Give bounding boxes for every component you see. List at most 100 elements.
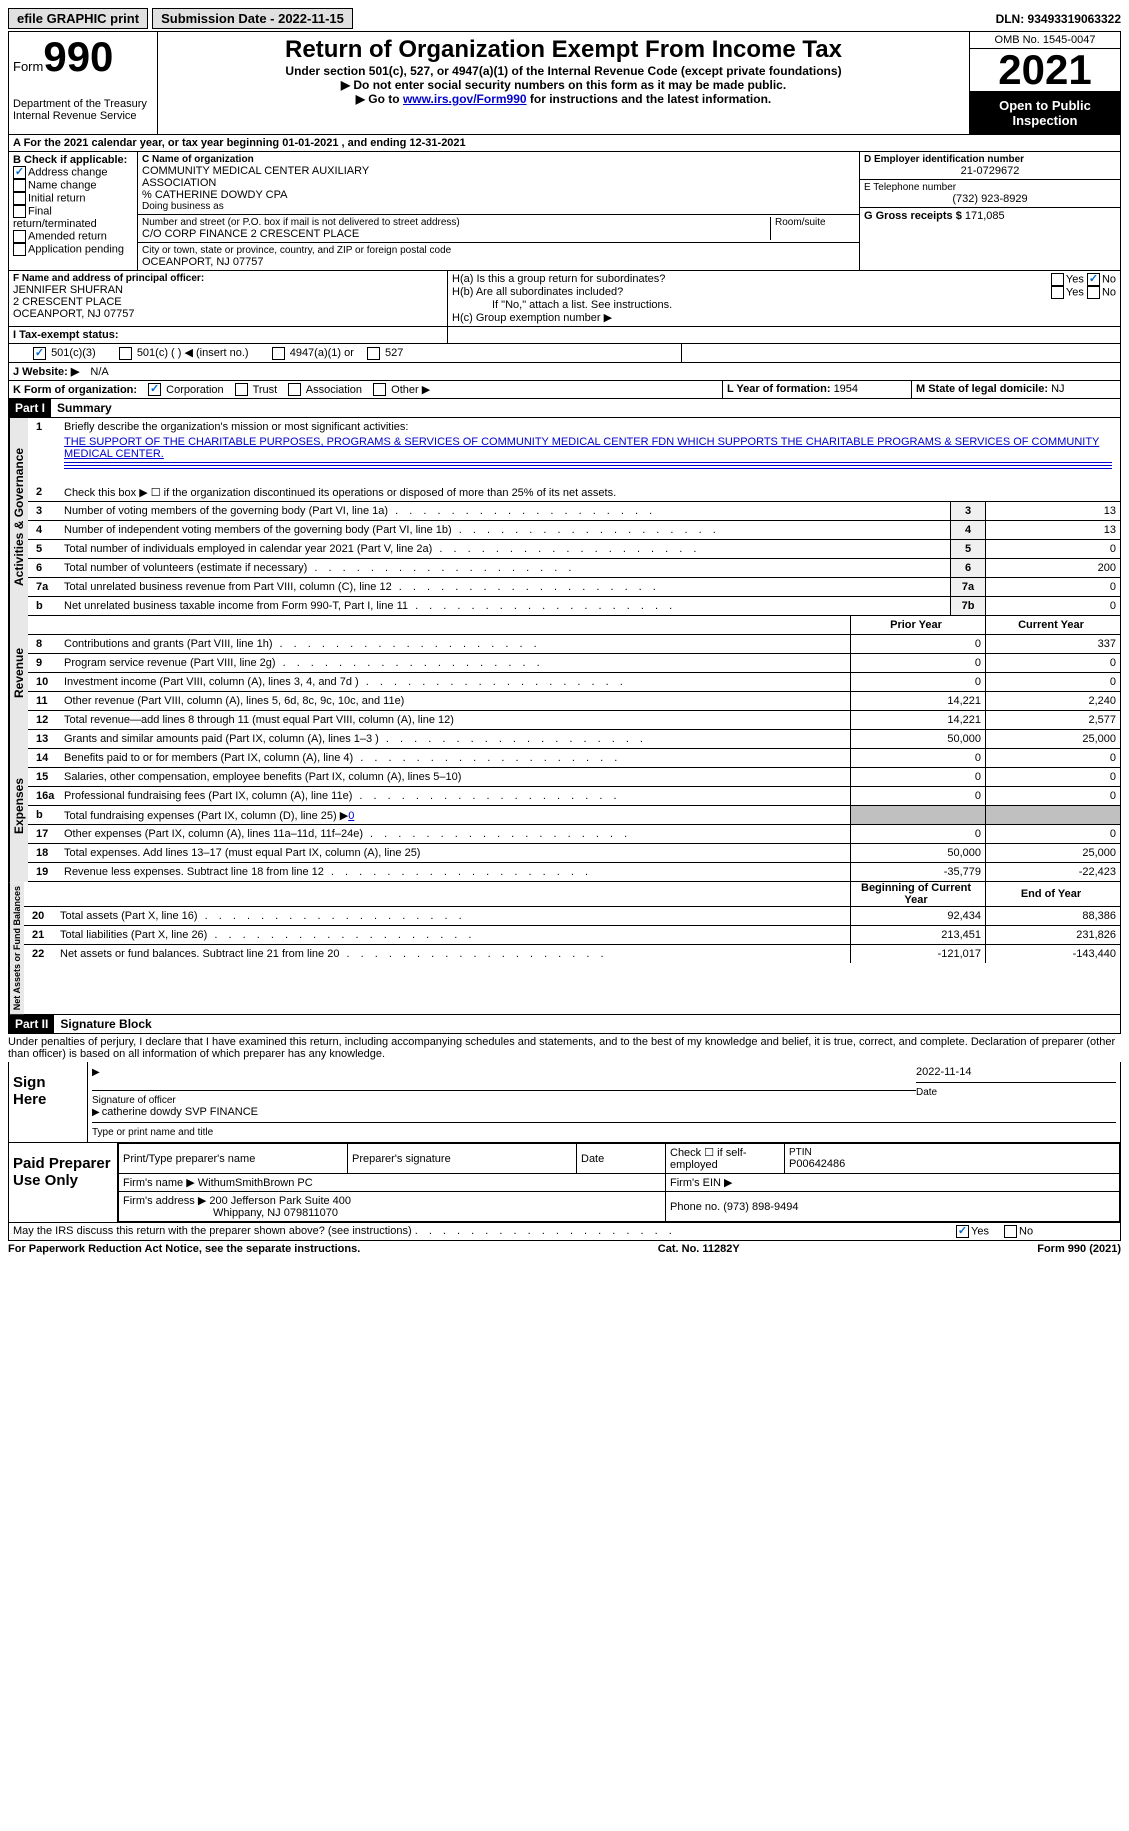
- label-other: Other ▶: [391, 384, 430, 396]
- submission-date-button[interactable]: Submission Date - 2022-11-15: [152, 8, 353, 29]
- sig-officer-label: Signature of officer: [92, 1095, 916, 1106]
- expenses-section: Expenses 13 Grants and similar amounts p…: [8, 730, 1121, 882]
- line-6-box: 6: [950, 559, 985, 577]
- line-9-current: 0: [985, 654, 1120, 672]
- open-to-public: Open to Public Inspection: [970, 92, 1120, 134]
- line-16b-label: Total fundraising expenses (Part IX, col…: [64, 807, 850, 824]
- check-527[interactable]: [367, 347, 380, 360]
- penalty-text: Under penalties of perjury, I declare th…: [8, 1034, 1121, 1062]
- line-2-label: Check this box ▶ ☐ if the organization d…: [64, 484, 1120, 501]
- line-16a-num: 16a: [28, 790, 64, 802]
- hb-no[interactable]: [1087, 286, 1100, 299]
- firm-addr-label: Firm's address ▶: [123, 1195, 206, 1207]
- check-corp[interactable]: [148, 383, 161, 396]
- line-12-prior: 14,221: [850, 711, 985, 729]
- line-6-val: 200: [985, 559, 1120, 577]
- line-22-current: -143,440: [985, 945, 1120, 963]
- firm-name: WithumSmithBrown PC: [198, 1177, 313, 1189]
- gross-receipts: 171,085: [965, 210, 1005, 222]
- line-19-prior: -35,779: [850, 863, 985, 881]
- line-7b-label: Net unrelated business taxable income fr…: [64, 598, 950, 614]
- check-app[interactable]: [13, 243, 26, 256]
- line-22-prior: -121,017: [850, 945, 985, 963]
- netassets-section: Net Assets or Fund Balances Beginning of…: [8, 882, 1121, 1015]
- sig-date: 2022-11-14: [916, 1066, 1116, 1078]
- hb-yes[interactable]: [1051, 286, 1064, 299]
- current-year-header: Current Year: [985, 616, 1120, 634]
- check-name[interactable]: [13, 179, 26, 192]
- ptin-label: PTIN: [789, 1147, 1115, 1158]
- firm-addr2: Whippany, NJ 079811070: [123, 1207, 661, 1219]
- check-501c3[interactable]: [33, 347, 46, 360]
- header-right: OMB No. 1545-0047 2021 Open to Public In…: [969, 32, 1120, 134]
- revenue-section: Revenue Prior Year Current Year 8 Contri…: [8, 616, 1121, 730]
- line-15-num: 15: [28, 771, 64, 783]
- side-revenue: Revenue: [9, 616, 28, 730]
- check-amended[interactable]: [13, 230, 26, 243]
- line-18-label: Total expenses. Add lines 13–17 (must eq…: [64, 845, 850, 861]
- check-assoc[interactable]: [288, 383, 301, 396]
- mission-text: THE SUPPORT OF THE CHARITABLE PURPOSES, …: [64, 436, 1112, 460]
- ein: 21-0729672: [864, 165, 1116, 177]
- hb-no-label: No: [1102, 286, 1116, 298]
- check-initial[interactable]: [13, 192, 26, 205]
- ssn-note: ▶ Do not enter social security numbers o…: [162, 78, 965, 92]
- prior-year-header: Prior Year: [850, 616, 985, 634]
- line-20-current: 88,386: [985, 907, 1120, 925]
- line-5-num: 5: [28, 543, 64, 555]
- check-501c[interactable]: [119, 347, 132, 360]
- hb-label: H(b) Are all subordinates included?: [452, 286, 623, 299]
- line-15-label: Salaries, other compensation, employee b…: [64, 769, 850, 785]
- line-22-num: 22: [24, 948, 60, 960]
- line-17-num: 17: [28, 828, 64, 840]
- hb-yes-label: Yes: [1066, 286, 1084, 298]
- side-netassets: Net Assets or Fund Balances: [9, 882, 24, 1014]
- label-initial: Initial return: [28, 192, 85, 204]
- ha-yes-label: Yes: [1066, 273, 1084, 285]
- efile-button[interactable]: efile GRAPHIC print: [8, 8, 148, 29]
- line-1-label: Briefly describe the organization's miss…: [64, 419, 1120, 435]
- discuss-no[interactable]: [1004, 1225, 1017, 1238]
- part-2-title: Signature Block: [54, 1015, 157, 1033]
- check-4947[interactable]: [272, 347, 285, 360]
- discuss-label: May the IRS discuss this return with the…: [13, 1225, 412, 1237]
- prep-date-label: Date: [577, 1144, 666, 1174]
- check-final[interactable]: [13, 205, 26, 218]
- irs-label: Internal Revenue Service: [13, 110, 153, 122]
- line-21-prior: 213,451: [850, 926, 985, 944]
- paid-preparer-table: Print/Type preparer's name Preparer's si…: [118, 1143, 1120, 1222]
- goto-post: for instructions and the latest informat…: [527, 92, 772, 106]
- line-1-num: 1: [28, 421, 64, 433]
- check-trust[interactable]: [235, 383, 248, 396]
- line-7b-box: 7b: [950, 597, 985, 615]
- check-address[interactable]: [13, 166, 26, 179]
- line-16b-current: [985, 806, 1120, 824]
- top-bar: efile GRAPHIC print Submission Date - 20…: [8, 8, 1121, 29]
- org-careof: % CATHERINE DOWDY CPA: [142, 189, 855, 201]
- dba-label: Doing business as: [142, 201, 855, 212]
- line-9-label: Program service revenue (Part VIII, line…: [64, 655, 850, 671]
- ha-yes[interactable]: [1051, 273, 1064, 286]
- line-21-num: 21: [24, 929, 60, 941]
- box-i: I Tax-exempt status:: [8, 327, 1121, 344]
- addr-label: Number and street (or P.O. box if mail i…: [142, 217, 770, 228]
- box-l-label: L Year of formation:: [727, 383, 834, 395]
- line-8-num: 8: [28, 638, 64, 650]
- begin-year-header: Beginning of Current Year: [850, 882, 985, 906]
- check-other[interactable]: [373, 383, 386, 396]
- paid-preparer-label: Paid Preparer Use Only: [9, 1143, 118, 1222]
- irs-link[interactable]: www.irs.gov/Form990: [403, 92, 527, 106]
- line-17-label: Other expenses (Part IX, column (A), lin…: [64, 826, 850, 842]
- side-activities: Activities & Governance: [9, 418, 28, 616]
- box-klm: K Form of organization: Corporation Trus…: [8, 381, 1121, 400]
- prep-name-label: Print/Type preparer's name: [119, 1144, 348, 1174]
- line-19-current: -22,423: [985, 863, 1120, 881]
- box-k-label: K Form of organization:: [13, 384, 137, 396]
- goto-line: ▶ Go to www.irs.gov/Form990 for instruct…: [162, 92, 965, 106]
- line-9-num: 9: [28, 657, 64, 669]
- line-10-label: Investment income (Part VIII, column (A)…: [64, 674, 850, 690]
- ha-no[interactable]: [1087, 273, 1100, 286]
- line-12-label: Total revenue—add lines 8 through 11 (mu…: [64, 712, 850, 728]
- officer-addr1: 2 CRESCENT PLACE: [13, 296, 443, 308]
- discuss-yes[interactable]: [956, 1225, 969, 1238]
